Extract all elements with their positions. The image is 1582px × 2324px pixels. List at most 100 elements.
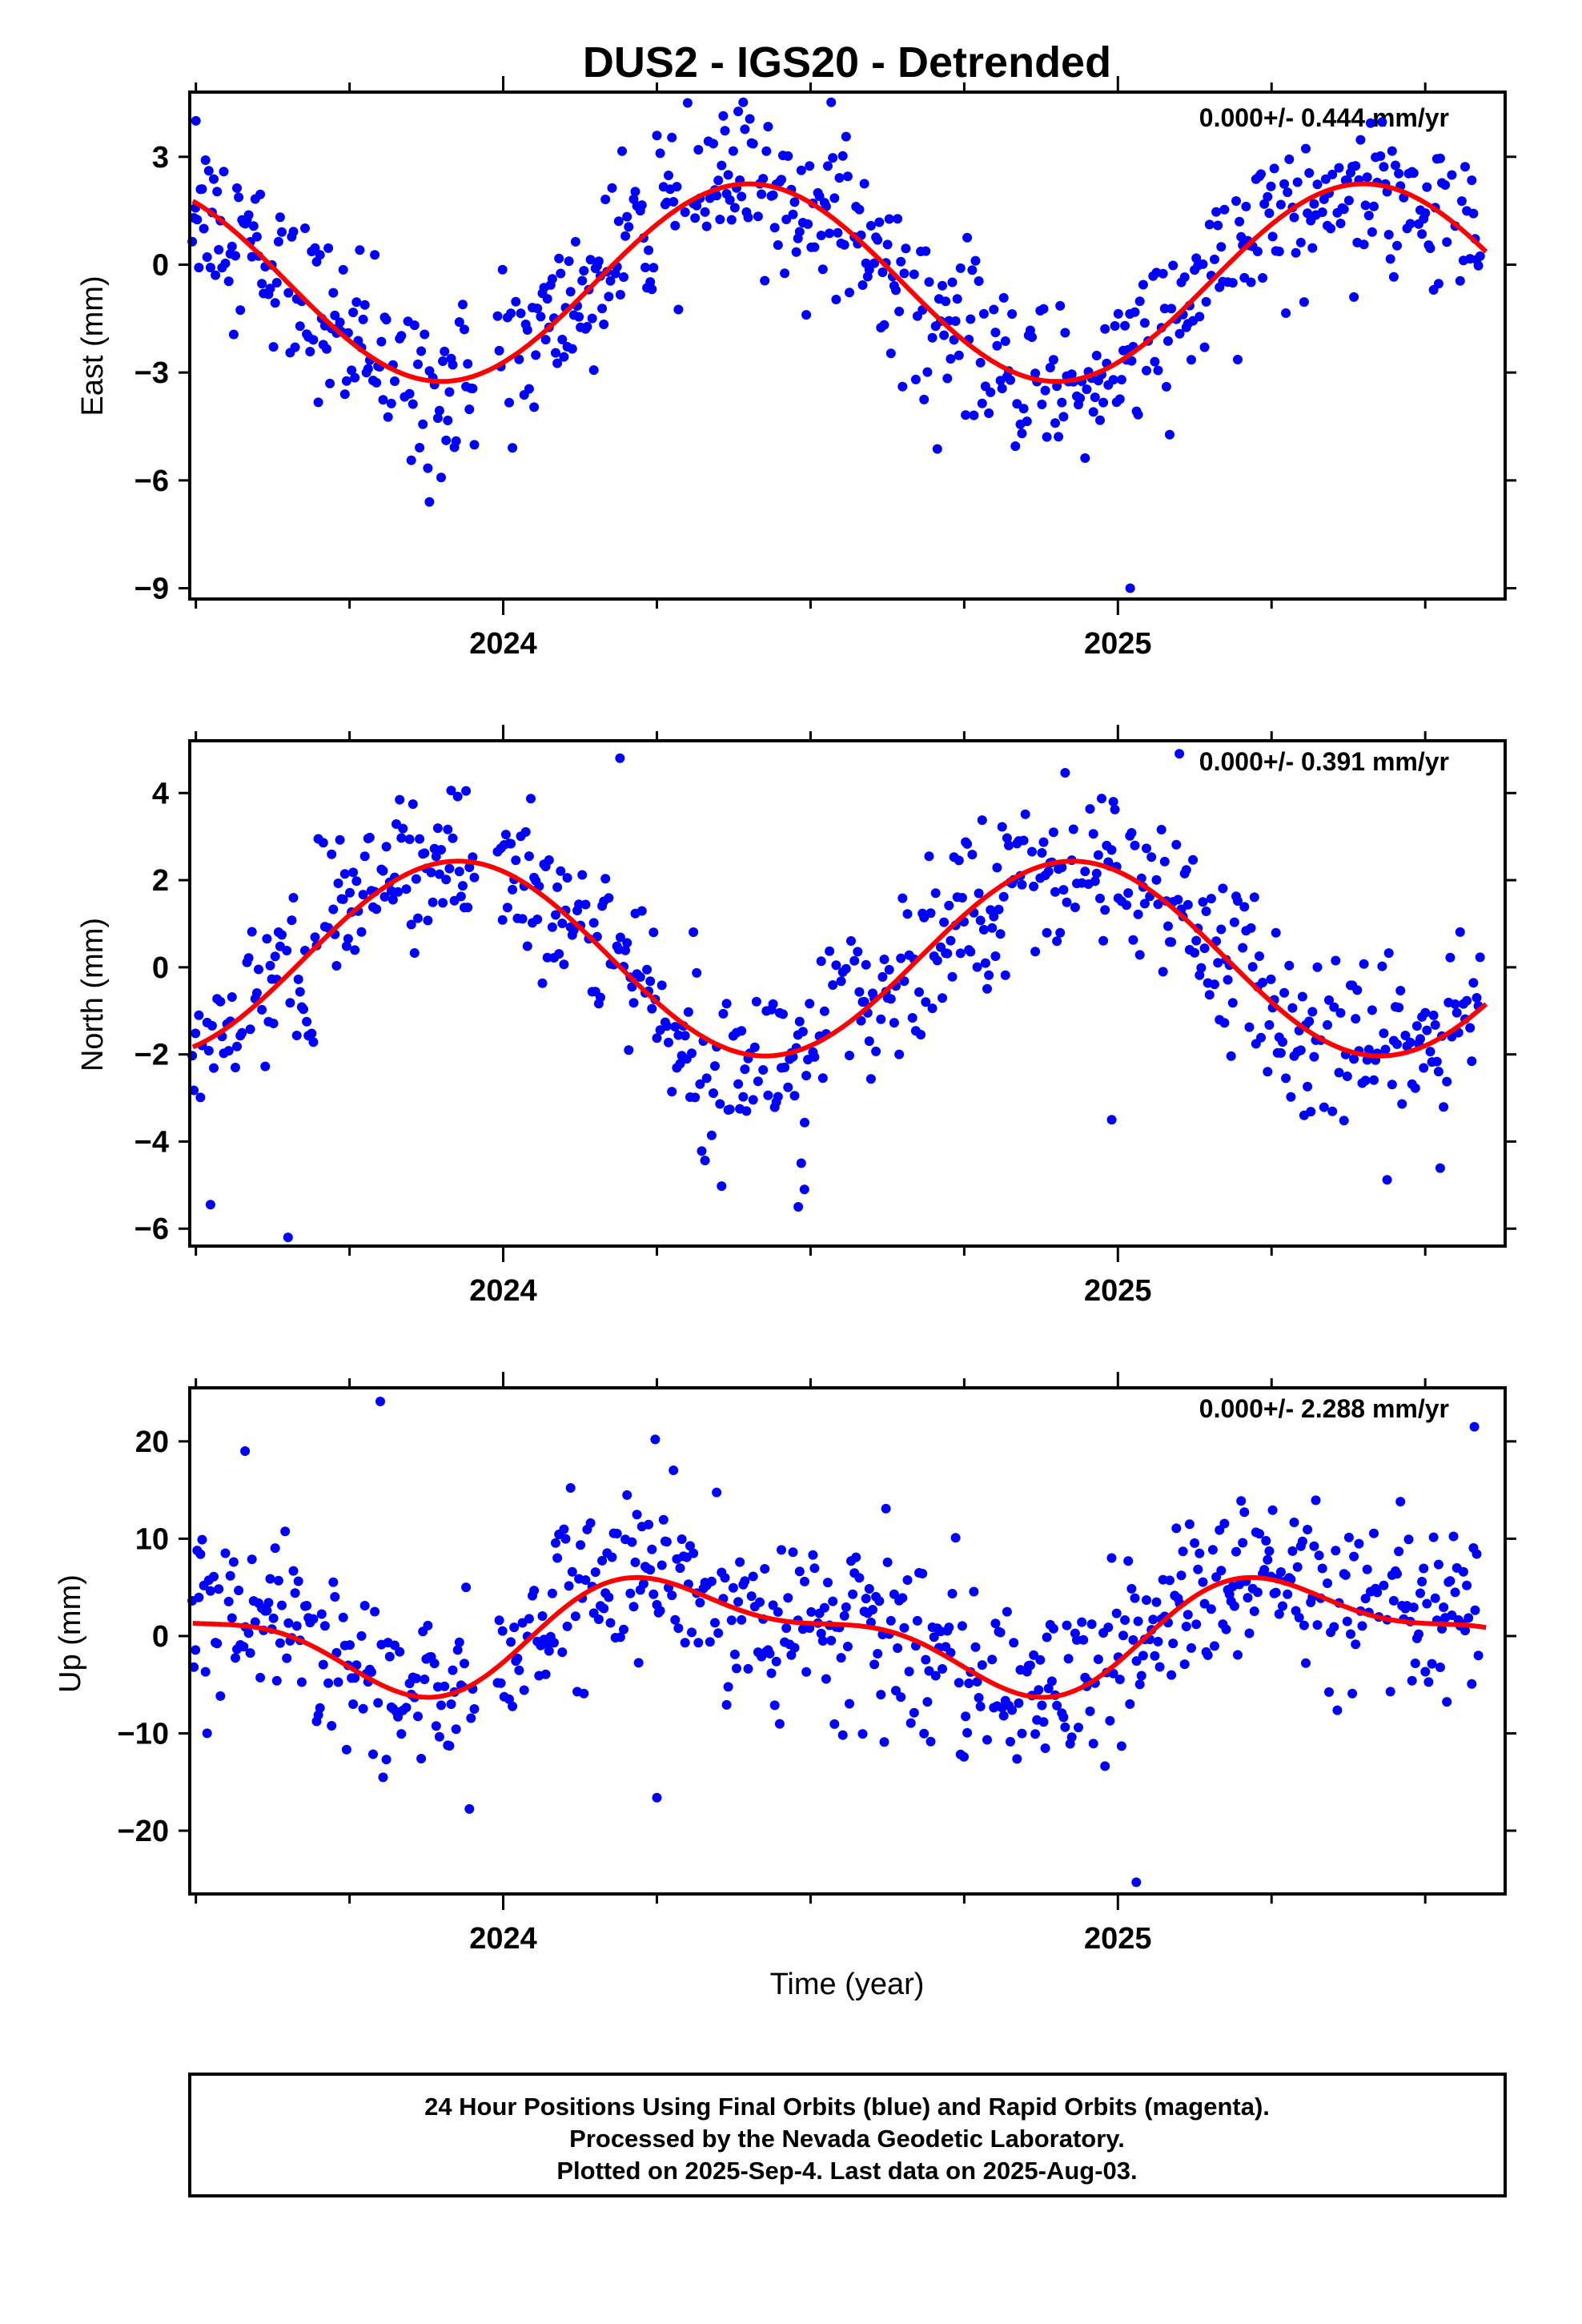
up-rate-label: 0.000+/- 2.288 mm/yr: [1199, 1394, 1449, 1423]
up-data-point: [816, 1628, 826, 1638]
east-data-point: [235, 305, 246, 316]
east-data-point: [1289, 212, 1299, 223]
east-data-point: [1108, 375, 1118, 385]
up-data-point: [990, 1618, 1001, 1629]
up-data-point: [1287, 1546, 1298, 1556]
north-data-point: [1445, 952, 1456, 963]
north-data-point: [1455, 927, 1465, 937]
east-data-point: [552, 358, 563, 368]
east-data-point: [463, 359, 473, 369]
east-data-point: [1363, 211, 1374, 221]
up-data-point: [726, 1615, 737, 1626]
east-data-point: [1360, 200, 1371, 211]
east-data-point: [605, 275, 616, 286]
up-data-point: [1239, 1507, 1250, 1518]
up-data-point: [194, 1592, 204, 1602]
up-data-point: [350, 1673, 360, 1683]
east-data-point: [1130, 307, 1140, 317]
north-data-point: [1159, 856, 1170, 866]
east-data-point: [950, 316, 961, 326]
east-data-point: [1150, 356, 1160, 367]
up-data-point: [1142, 1595, 1151, 1605]
north-data-point: [452, 791, 463, 802]
east-data-point: [823, 161, 833, 171]
north-data-point: [1029, 881, 1039, 891]
up-data-point: [1255, 1529, 1264, 1539]
up-data-point: [1267, 1505, 1278, 1515]
up-data-point: [947, 1589, 958, 1598]
north-data-point: [1004, 840, 1014, 850]
east-y-tick-label: −3: [135, 356, 169, 390]
north-data-point: [1191, 935, 1202, 946]
east-data-point: [508, 443, 518, 453]
north-data-point: [1110, 804, 1120, 814]
up-data-point: [567, 1566, 577, 1577]
north-data-point: [1278, 1037, 1287, 1047]
up-data-point: [1171, 1523, 1182, 1534]
north-data-point: [398, 823, 408, 834]
north-data-point: [1090, 876, 1100, 887]
east-data-point: [781, 215, 792, 224]
up-data-point: [861, 1594, 871, 1604]
east-data-point: [986, 387, 996, 397]
up-data-point: [817, 1636, 828, 1646]
north-data-point: [780, 1062, 790, 1072]
up-data-point: [570, 1611, 580, 1622]
up-data-point: [675, 1563, 685, 1574]
north-data-point: [1043, 866, 1054, 877]
up-data-point: [921, 1655, 931, 1665]
up-data-point: [667, 1590, 677, 1601]
up-data-point: [954, 1678, 964, 1688]
up-data-point: [263, 1598, 274, 1608]
east-data-point: [692, 200, 702, 211]
up-data-point: [308, 1614, 319, 1624]
up-x-tick-label: 2024: [469, 1922, 537, 1956]
east-data-point: [268, 342, 279, 352]
north-data-point: [446, 786, 456, 796]
up-data-point: [771, 1656, 781, 1667]
east-data-point: [1351, 161, 1361, 171]
north-data-point: [1055, 927, 1066, 938]
north-data-point: [967, 850, 978, 860]
up-data-point: [1040, 1743, 1050, 1753]
east-data-point: [1359, 239, 1369, 250]
north-data-point: [896, 953, 906, 963]
up-data-point: [378, 1772, 388, 1783]
east-outlier-point: [1125, 583, 1135, 593]
up-data-point: [333, 1677, 343, 1687]
up-data-point: [231, 1653, 240, 1663]
east-data-point: [998, 292, 1009, 303]
up-data-point: [1043, 1683, 1054, 1694]
north-data-point: [277, 930, 287, 940]
up-data-point: [1332, 1705, 1343, 1715]
east-data-point: [577, 275, 588, 286]
up-data-point: [1111, 1608, 1122, 1618]
east-data-point: [970, 255, 981, 266]
east-data-point: [432, 413, 443, 424]
east-data-point: [444, 387, 455, 397]
up-data-point: [205, 1586, 215, 1596]
up-data-point: [1120, 1615, 1130, 1625]
up-data-point: [974, 1693, 984, 1703]
up-data-point: [1309, 1541, 1319, 1551]
north-data-point: [992, 862, 1002, 873]
north-data-point: [195, 1092, 206, 1103]
up-data-point: [1329, 1622, 1339, 1632]
up-data-point: [1357, 1621, 1367, 1631]
east-data-point: [416, 346, 427, 356]
up-data-point: [359, 1601, 370, 1610]
up-data-point: [1433, 1559, 1443, 1570]
east-data-point: [942, 373, 953, 384]
east-data-point: [1326, 223, 1336, 234]
east-data-point: [1284, 154, 1295, 164]
up-data-point: [1236, 1496, 1247, 1506]
up-data-point: [509, 1622, 520, 1633]
up-data-point: [788, 1547, 798, 1558]
east-data-point: [839, 239, 849, 250]
north-data-point: [343, 934, 353, 944]
up-data-point: [275, 1638, 285, 1648]
east-data-point: [1231, 196, 1241, 206]
east-data-point: [1327, 169, 1338, 179]
north-data-point: [547, 922, 557, 932]
up-data-point: [962, 1727, 973, 1738]
